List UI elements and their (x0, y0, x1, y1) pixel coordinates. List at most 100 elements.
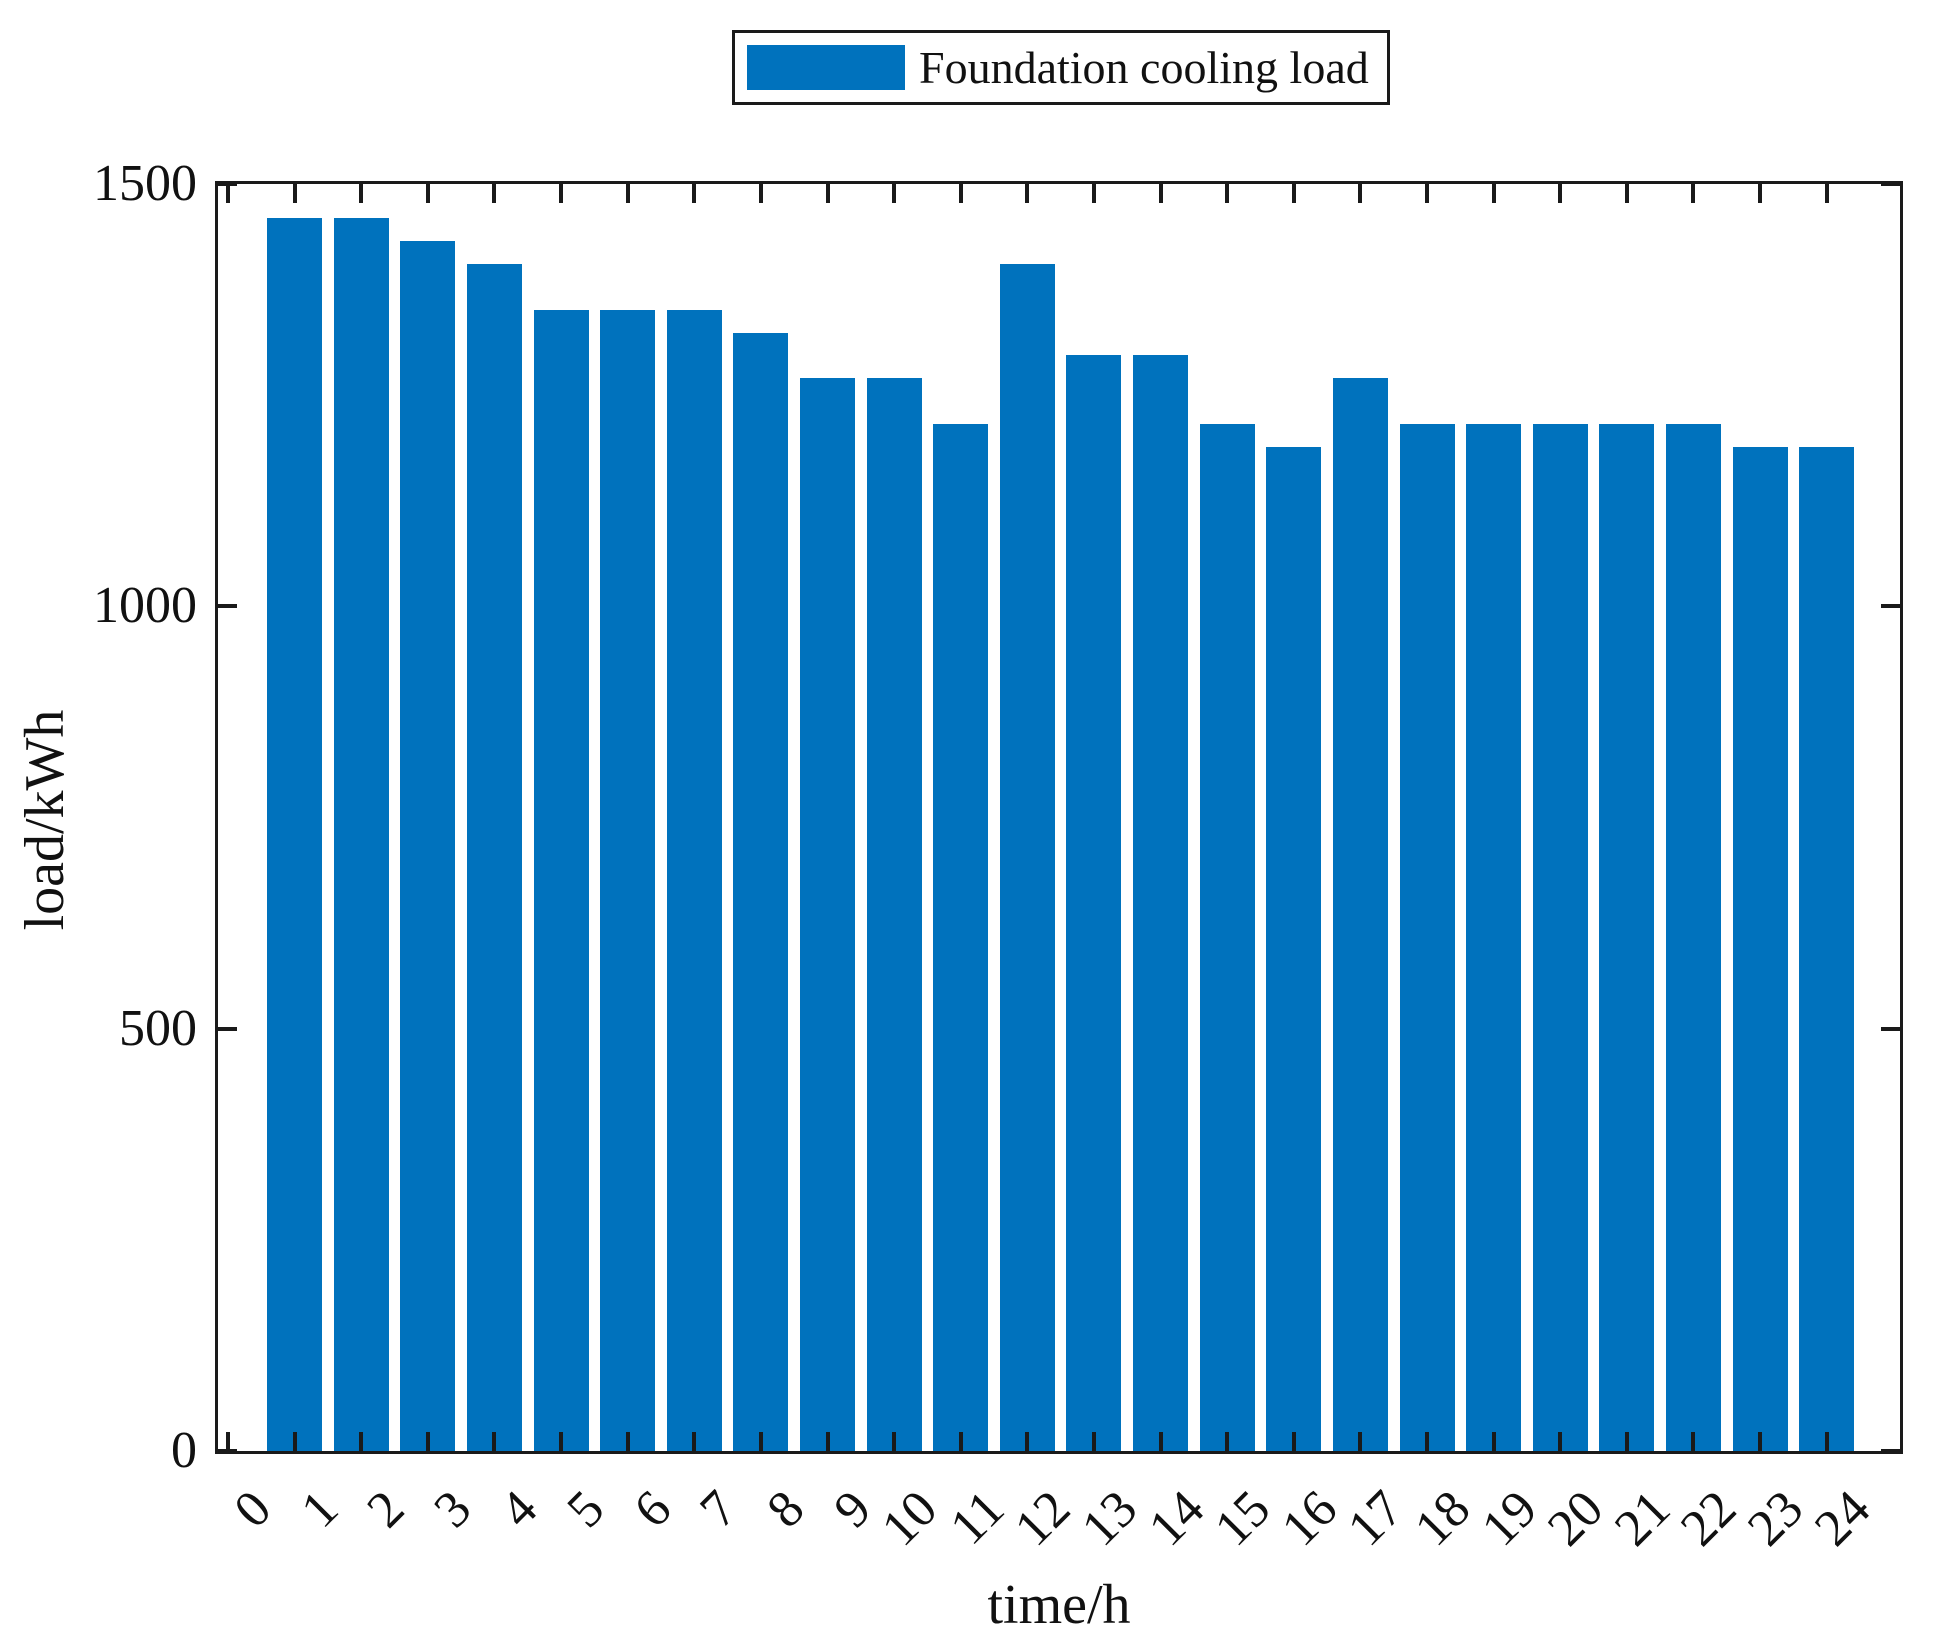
x-tick-label: 17 (1337, 1480, 1415, 1558)
x-tick-mark (1624, 1432, 1629, 1451)
x-tick-mark (1491, 184, 1496, 203)
bar-hour-3 (400, 240, 456, 1451)
y-tick-mark (218, 182, 237, 186)
y-tick-label: 500 (119, 999, 197, 1057)
x-tick-label: 5 (556, 1480, 616, 1539)
x-tick-mark (1558, 1432, 1563, 1451)
y-tick-label: 1500 (93, 155, 197, 212)
bar-hour-24 (1799, 446, 1855, 1451)
x-tick-mark (1691, 1432, 1696, 1451)
bar-hour-7 (666, 309, 722, 1451)
bar-hour-22 (1665, 423, 1721, 1451)
bar-hour-21 (1599, 423, 1655, 1451)
x-tick-label: 2 (356, 1480, 416, 1539)
plot-area (215, 181, 1903, 1454)
x-tick-label: 24 (1803, 1480, 1882, 1558)
x-tick-mark (1225, 184, 1230, 203)
x-tick-mark (825, 184, 830, 203)
x-tick-mark (559, 184, 564, 203)
x-tick-label: 19 (1470, 1480, 1548, 1558)
bar-hour-11 (933, 423, 989, 1451)
bar-hour-16 (1266, 446, 1322, 1451)
legend: Foundation cooling load (732, 30, 1390, 105)
x-tick-mark (1558, 184, 1563, 203)
bar-hour-17 (1332, 378, 1388, 1451)
legend-swatch (747, 45, 905, 90)
x-tick-label: 15 (1204, 1480, 1282, 1558)
x-tick-label: 0 (223, 1480, 283, 1539)
x-tick-label: 13 (1071, 1480, 1149, 1558)
x-tick-label: 7 (689, 1480, 749, 1539)
x-tick-mark (625, 1432, 630, 1451)
x-tick-mark (292, 184, 297, 203)
bar-hour-15 (1199, 423, 1255, 1451)
x-tick-label: 11 (939, 1480, 1016, 1556)
bar-hour-6 (600, 309, 656, 1451)
x-tick-mark (1624, 184, 1629, 203)
x-tick-label: 21 (1604, 1480, 1682, 1558)
x-tick-mark (359, 184, 364, 203)
x-tick-mark (1091, 184, 1096, 203)
x-tick-mark (1291, 184, 1296, 203)
bar-hour-12 (999, 264, 1055, 1451)
bar-hour-19 (1466, 423, 1522, 1451)
x-tick-label: 9 (823, 1480, 882, 1539)
y-tick-mark (1881, 604, 1900, 609)
x-tick-mark (692, 184, 697, 203)
x-tick-label: 22 (1670, 1480, 1748, 1558)
x-tick-mark (492, 184, 497, 203)
y-tick-mark (218, 1449, 237, 1453)
x-tick-label: 23 (1737, 1480, 1815, 1558)
x-tick-mark (958, 1432, 963, 1451)
x-tick-mark (1824, 1432, 1829, 1451)
bar-hour-18 (1399, 423, 1455, 1451)
x-tick-mark (425, 1432, 430, 1451)
x-tick-mark (825, 1432, 830, 1451)
x-tick-mark (359, 1432, 364, 1451)
x-tick-mark (1425, 184, 1430, 203)
x-tick-label: 12 (1004, 1480, 1082, 1558)
x-tick-mark (425, 184, 430, 203)
x-tick-mark (559, 1432, 564, 1451)
x-tick-label: 3 (423, 1480, 483, 1539)
y-tick-label: 0 (171, 1422, 197, 1479)
y-tick-label: 1000 (93, 577, 197, 635)
x-tick-mark (758, 184, 763, 203)
bar-hour-10 (866, 378, 922, 1451)
x-tick-mark (1758, 184, 1763, 203)
x-tick-mark (292, 1432, 297, 1451)
bar-hour-1 (267, 217, 323, 1451)
x-tick-mark (1158, 1432, 1163, 1451)
x-tick-label: 18 (1404, 1480, 1482, 1558)
bar-hour-20 (1532, 423, 1588, 1451)
x-tick-label: 20 (1537, 1480, 1615, 1558)
bar-hour-13 (1066, 355, 1122, 1451)
x-tick-label: 1 (290, 1480, 349, 1539)
x-tick-mark (492, 1432, 497, 1451)
bar-hour-9 (800, 378, 856, 1451)
x-tick-label: 16 (1271, 1480, 1349, 1558)
y-tick-mark (1881, 1026, 1900, 1031)
bar-hour-2 (333, 217, 389, 1451)
x-tick-mark (1824, 184, 1829, 203)
y-tick-mark (1881, 1449, 1900, 1453)
x-tick-label: 14 (1137, 1480, 1215, 1558)
bar-hour-23 (1732, 446, 1788, 1451)
x-tick-mark (892, 1432, 897, 1451)
x-tick-mark (1358, 1432, 1363, 1451)
x-tick-mark (758, 1432, 763, 1451)
bar-hour-5 (533, 309, 589, 1451)
y-tick-mark (1881, 182, 1900, 186)
x-tick-mark (1358, 184, 1363, 203)
x-tick-label: 4 (490, 1480, 549, 1539)
x-tick-mark (225, 184, 230, 203)
x-tick-mark (1225, 1432, 1230, 1451)
x-tick-mark (1091, 1432, 1096, 1451)
x-tick-mark (692, 1432, 697, 1451)
x-tick-mark (225, 1432, 230, 1451)
x-tick-mark (1291, 1432, 1296, 1451)
x-tick-mark (892, 184, 897, 203)
x-tick-mark (1025, 1432, 1030, 1451)
x-tick-mark (958, 184, 963, 203)
y-tick-mark (218, 604, 237, 609)
